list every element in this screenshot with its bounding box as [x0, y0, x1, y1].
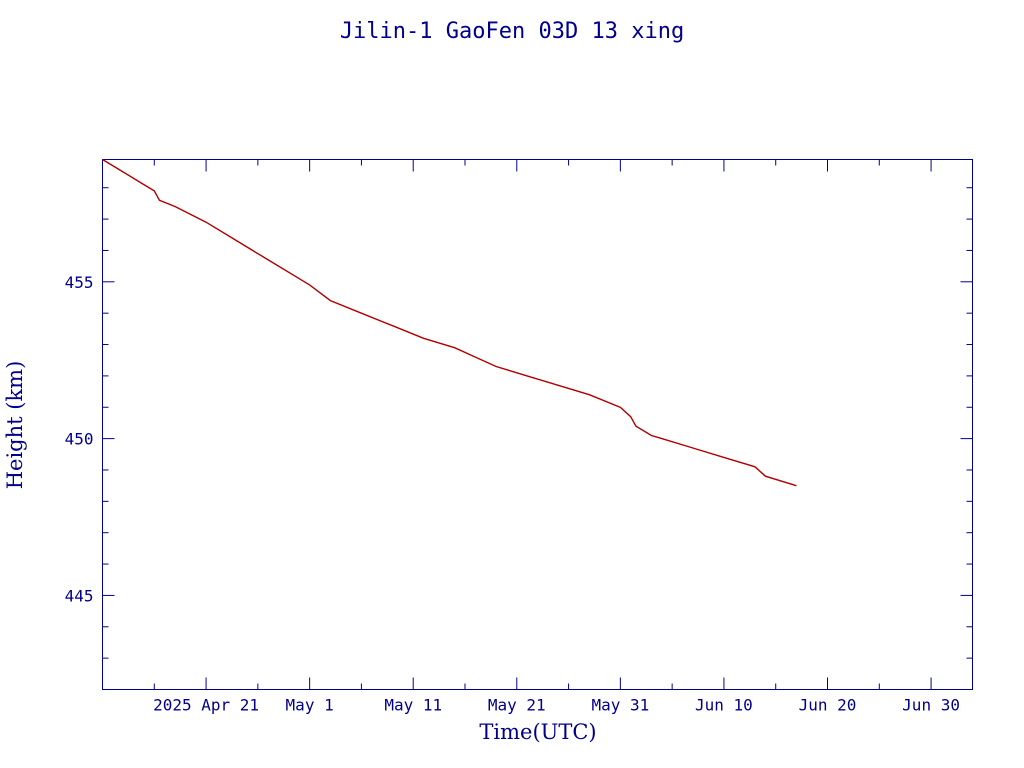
height-series-line [102, 158, 797, 487]
x-axis-ticks: 2025 Apr 21 May 1 May 11 May 21 May 31 Jun 10… [153, 159, 960, 715]
y-axis-label: Height (km) [3, 361, 27, 490]
x-tick-label: May 31 [591, 696, 649, 715]
x-tick-label: Jun 10 [695, 696, 753, 715]
x-tick-label: May 1 [286, 696, 334, 715]
chart-title: Jilin-1 GaoFen 03D 13 xing [340, 19, 684, 44]
x-tick-label: May 21 [488, 696, 546, 715]
x-tick-label: 2025 Apr 21 [153, 696, 259, 715]
y-tick-label: 455 [65, 273, 94, 292]
y-axis-ticks: 445 450 455 [65, 187, 973, 690]
x-tick-label: May 11 [384, 696, 442, 715]
series-layer [102, 158, 797, 487]
y-tick-label: 445 [65, 586, 94, 605]
x-tick-label: Jun 30 [902, 696, 960, 715]
x-axis-label: Time(UTC) [479, 720, 596, 744]
y-tick-label: 450 [65, 430, 94, 449]
x-tick-label: Jun 20 [799, 696, 857, 715]
plot-frame [102, 159, 973, 690]
